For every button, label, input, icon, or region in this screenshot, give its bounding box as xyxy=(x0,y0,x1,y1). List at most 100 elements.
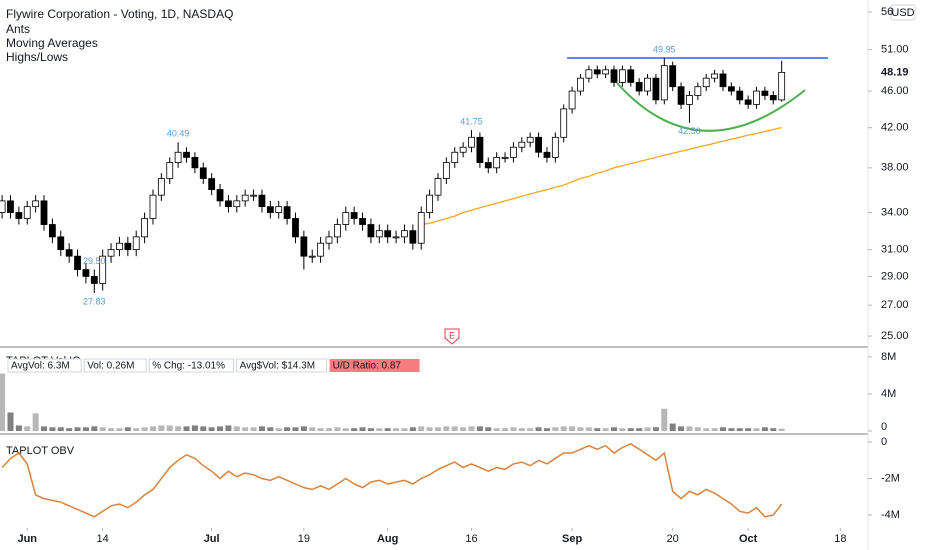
chart-title: Flywire Corporation - Voting, 1D, NASDAQ xyxy=(6,7,233,21)
volume-bar xyxy=(761,427,768,431)
volume-bar xyxy=(577,427,584,431)
candle-body xyxy=(317,242,325,257)
x-tick-label: 19 xyxy=(298,533,310,545)
volume-bar xyxy=(745,428,752,431)
candle-body xyxy=(493,156,501,169)
volume-bar xyxy=(82,427,89,431)
obv-y-tick-label: -4M xyxy=(881,509,900,521)
volume-bar xyxy=(418,426,425,431)
volume-bar xyxy=(0,373,6,431)
candle-body xyxy=(392,236,400,239)
volume-bar xyxy=(133,428,140,431)
candle-body xyxy=(577,77,584,92)
moving-average-line xyxy=(421,126,782,226)
volume-bar xyxy=(166,425,173,431)
candle-body xyxy=(551,136,559,158)
y-tick-label: 34.00 xyxy=(881,206,909,218)
volume-bar xyxy=(367,428,374,431)
volume-bar xyxy=(753,428,760,431)
candle-body xyxy=(250,194,257,197)
candle-body xyxy=(484,162,492,169)
candle-body xyxy=(686,95,693,105)
volume-bar xyxy=(15,425,22,431)
candle-body xyxy=(518,141,526,148)
candle-body xyxy=(74,255,81,270)
candle-body xyxy=(736,90,744,101)
candle-body xyxy=(409,230,417,244)
volume-bar xyxy=(41,426,48,431)
volume-bar xyxy=(594,428,601,431)
candle-body xyxy=(593,69,601,75)
candle-body xyxy=(57,236,65,251)
volume-bar xyxy=(7,412,14,431)
candle-body xyxy=(149,194,157,219)
candle-body xyxy=(417,212,425,244)
candle-body xyxy=(702,77,710,88)
candle-body xyxy=(23,206,31,219)
volume-bar xyxy=(175,426,182,431)
candle-body xyxy=(359,218,366,225)
candle-body xyxy=(426,194,433,213)
volume-bar xyxy=(149,426,156,431)
volume-bar xyxy=(242,427,249,431)
cup-drawing xyxy=(616,82,806,132)
x-tick-label: Jul xyxy=(204,533,220,545)
volume-bar xyxy=(191,425,198,431)
volume-bar xyxy=(585,427,592,431)
volume-bar xyxy=(736,428,743,431)
volume-bar xyxy=(669,423,676,431)
candle-body xyxy=(166,162,174,179)
candle-body xyxy=(610,69,618,83)
volume-bar xyxy=(258,426,265,431)
candle-body xyxy=(15,212,23,219)
candle-body xyxy=(116,242,123,251)
volume-legend-box xyxy=(148,358,235,373)
volume-bar xyxy=(535,427,542,431)
high-low-label: 29.50 xyxy=(83,256,106,266)
volume-bar xyxy=(569,426,576,431)
volume-bar xyxy=(468,426,475,431)
candle-body xyxy=(510,146,517,158)
volume-bar xyxy=(342,428,349,431)
candle-body xyxy=(501,156,509,159)
volume-bar xyxy=(24,426,31,431)
y-tick-label: 38.00 xyxy=(881,162,909,174)
volume-bar xyxy=(460,427,467,431)
volume-bar xyxy=(434,427,441,431)
candle-body xyxy=(275,206,283,213)
volume-bar xyxy=(401,428,408,431)
volume-bar xyxy=(485,427,492,431)
candle-body xyxy=(199,167,207,179)
volume-bar xyxy=(208,427,215,431)
volume-bar xyxy=(183,426,190,431)
volume-legend-box xyxy=(7,358,82,373)
candle-body xyxy=(40,200,48,225)
volume-bar xyxy=(510,427,517,431)
y-tick-label: 51.00 xyxy=(881,44,909,56)
high-low-label: 49.95 xyxy=(653,44,676,54)
candle-body xyxy=(727,86,735,92)
candle-body xyxy=(451,151,459,163)
candle-body xyxy=(266,206,274,213)
candle-body xyxy=(375,230,383,238)
volume-bar xyxy=(661,408,668,431)
volume-bar xyxy=(493,428,500,431)
volume-bar xyxy=(225,425,232,431)
candle-body xyxy=(744,99,752,105)
volume-y-tick-label: 8M xyxy=(881,351,896,363)
x-tick-label: Aug xyxy=(377,533,398,545)
volume-bar xyxy=(334,427,341,431)
y-tick-label: 25.00 xyxy=(881,330,909,342)
candle-body xyxy=(719,73,727,88)
obv-line xyxy=(1,442,783,518)
candle-body xyxy=(157,178,165,196)
candle-body xyxy=(535,136,542,153)
candle-body xyxy=(0,200,6,213)
candle-body xyxy=(174,151,182,163)
volume-bar xyxy=(502,428,509,431)
volume-bar xyxy=(300,426,307,431)
volume-bar xyxy=(778,428,785,431)
candle-body xyxy=(761,90,769,96)
volume-bar xyxy=(543,428,550,431)
